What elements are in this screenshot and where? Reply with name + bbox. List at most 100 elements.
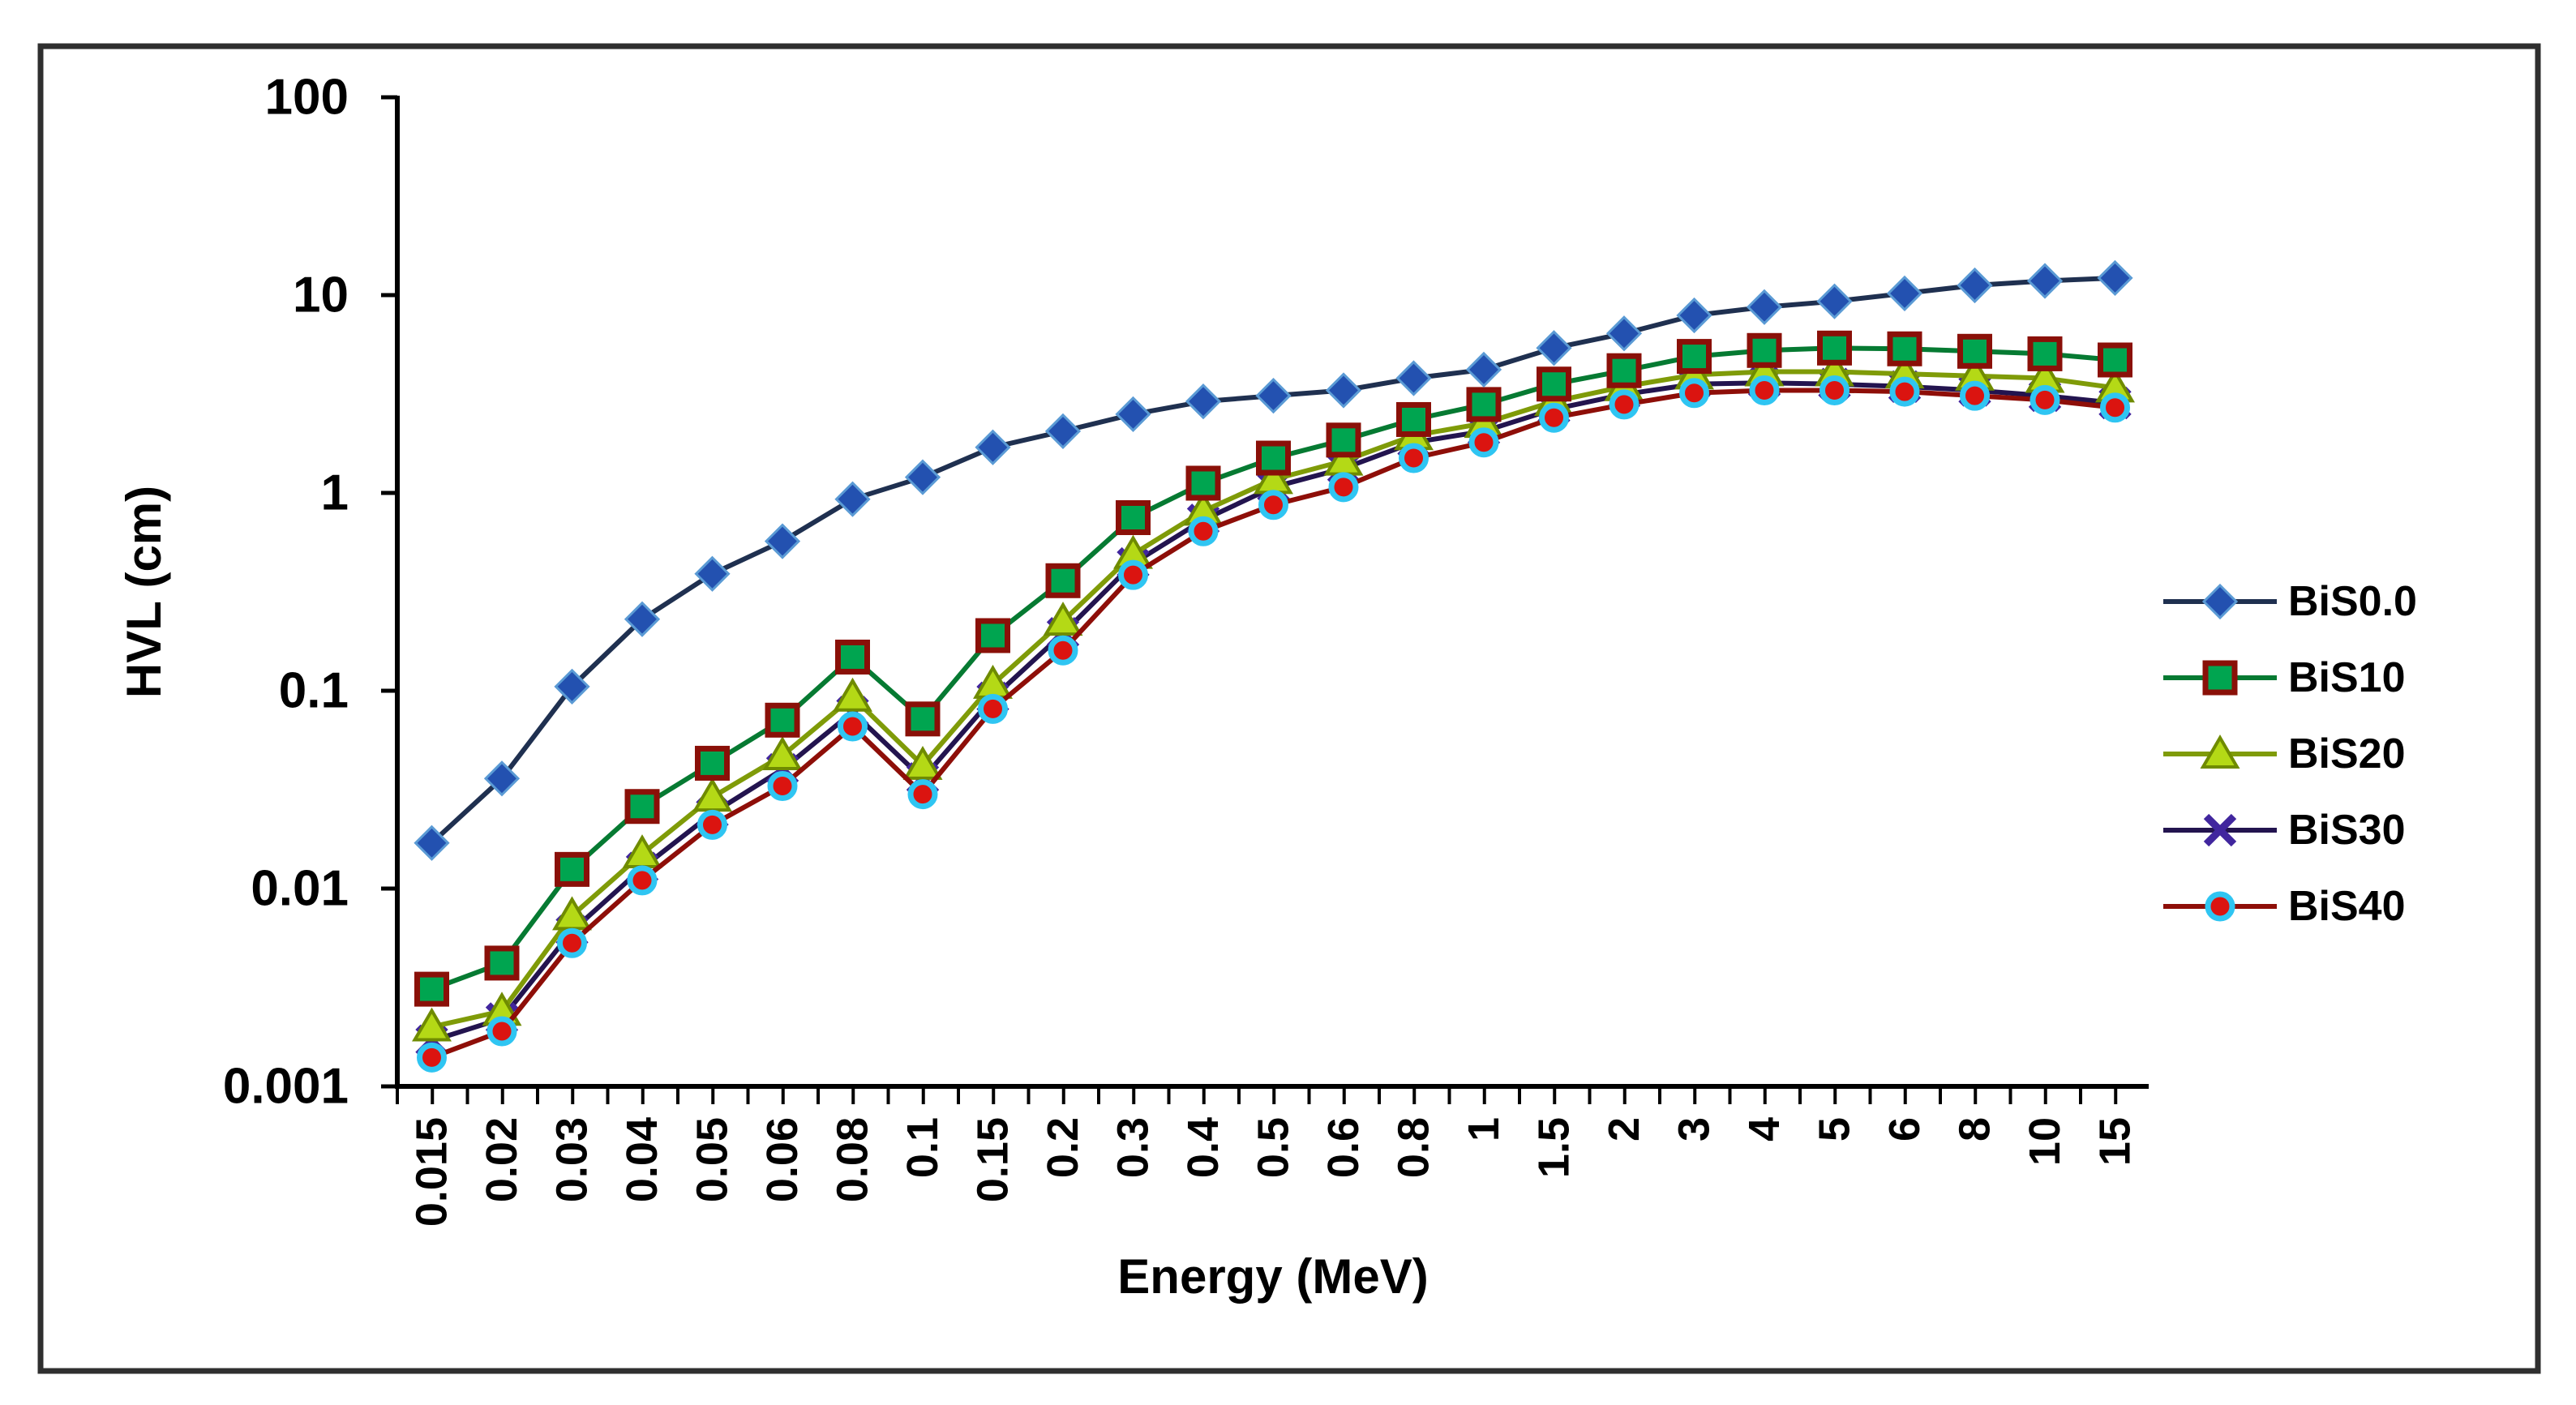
x-tick-label: 0.015 [408,1117,456,1227]
circle-marker [1889,376,1920,407]
diamond-marker [1044,413,1082,450]
series-BiS10 [414,330,2132,1007]
square-marker [835,639,870,675]
square-marker [975,618,1010,653]
legend-item-BiS20: BiS20 [2163,730,2406,777]
circle-marker [1609,389,1639,420]
legend-item-BiS0.0: BiS0.0 [2163,578,2417,625]
circle-marker [1749,375,1780,405]
square-marker [2027,336,2063,371]
circle-marker [1328,472,1359,503]
legend-label: BiS40 [2288,883,2406,930]
circle-marker [1399,443,1429,473]
diamond-marker [764,523,801,559]
x-tick-label: 4 [1740,1117,1789,1142]
square-marker [1957,333,1992,369]
x-tick-label: 0.5 [1249,1117,1298,1178]
circle-marker [1960,380,1990,411]
square-marker [1537,366,1571,402]
x-tick-label: 0.03 [548,1117,597,1202]
circle-marker [1819,375,1849,405]
diamond-marker [2026,263,2064,299]
y-tick-label: 1 [321,465,349,521]
series-line [430,275,2115,845]
x-tick-label: 0.15 [969,1117,1018,1202]
circle-marker [1048,635,1078,666]
y-tick-label: 10 [293,268,349,323]
plot-series [412,259,2135,1073]
legend-label: BiS30 [2288,807,2406,854]
diamond-marker [1676,297,1712,334]
series-BiS0.0 [414,259,2133,861]
circle-marker [1468,427,1499,458]
circle-marker [2100,392,2130,423]
x-tick-label: 0.6 [1319,1117,1368,1178]
diamond-marker [1746,289,1783,325]
circle-marker [838,711,868,742]
square-marker [1887,331,1922,366]
x-tick-label: 1.5 [1530,1117,1579,1178]
circle-marker [767,770,798,801]
square-marker [765,702,800,738]
legend: BiS0.0 BiS10 BiS20 BiS30 BiS40 [2163,578,2417,930]
x-tick-label: 0.1 [898,1117,947,1178]
x-tick-label: 0.08 [829,1117,877,1202]
square-marker [1817,330,1852,366]
circle-marker [417,1042,447,1073]
figure-border [37,43,2541,1374]
square-marker [1747,332,1782,368]
diamond-marker [975,429,1011,465]
square-marker [1045,563,1081,598]
legend-item-BiS30: BiS30 [2163,807,2406,854]
diamond-marker [2097,259,2133,297]
circle-marker [1258,490,1288,520]
legend-item-BiS10: BiS10 [2163,654,2406,701]
triangle-marker [902,745,943,780]
square-marker [1116,499,1151,535]
circle-marker [1539,402,1569,433]
y-tick-label: 0.01 [251,861,349,917]
legend-label: BiS20 [2288,730,2406,777]
diamond-marker [1536,330,1572,366]
diamond-marker [554,668,590,705]
diamond-marker [1325,372,1362,409]
diamond-marker [1115,396,1151,433]
x-tick-label: 5 [1811,1117,1859,1142]
circle-marker [627,865,658,896]
diamond-marker [694,555,731,592]
x-tick-label: 0.2 [1039,1117,1087,1178]
x-tick-label: 1 [1459,1117,1508,1142]
square-marker [1396,401,1431,437]
square-marker [414,971,449,1007]
square-marker [905,701,941,737]
x-marker [2203,813,2237,847]
diamond-marker [1255,377,1292,414]
x-tick-label: 15 [2091,1117,2140,1166]
square-marker [1606,353,1642,388]
x-tick-label: 8 [1951,1117,2000,1142]
y-axis-tick-labels: 100 10 1 0.1 0.01 0.001 [223,70,349,1115]
circle-marker [697,809,727,840]
circle-marker [1118,559,1148,590]
square-marker [2098,342,2132,378]
x-tick-label: 10 [2021,1117,2069,1166]
square-marker [1326,422,1361,458]
circle-marker [2030,384,2060,415]
x-tick-label: 6 [1880,1117,1929,1142]
y-tick-label: 0.1 [279,663,349,719]
diamond-marker [904,459,941,495]
y-tick-label: 100 [265,70,349,126]
diamond-marker [483,760,521,797]
diamond-marker [1886,275,1923,312]
square-marker [2202,660,2238,696]
diamond-marker [1605,315,1643,352]
legend-label: BiS0.0 [2288,578,2417,625]
triangle-marker [412,1007,452,1042]
triangle-marker [1043,602,1083,636]
x-tick-label: 0.06 [758,1117,807,1202]
diamond-marker [2201,583,2239,620]
triangle-marker [762,736,803,771]
square-marker [1677,339,1712,375]
circle-marker [2205,891,2235,922]
